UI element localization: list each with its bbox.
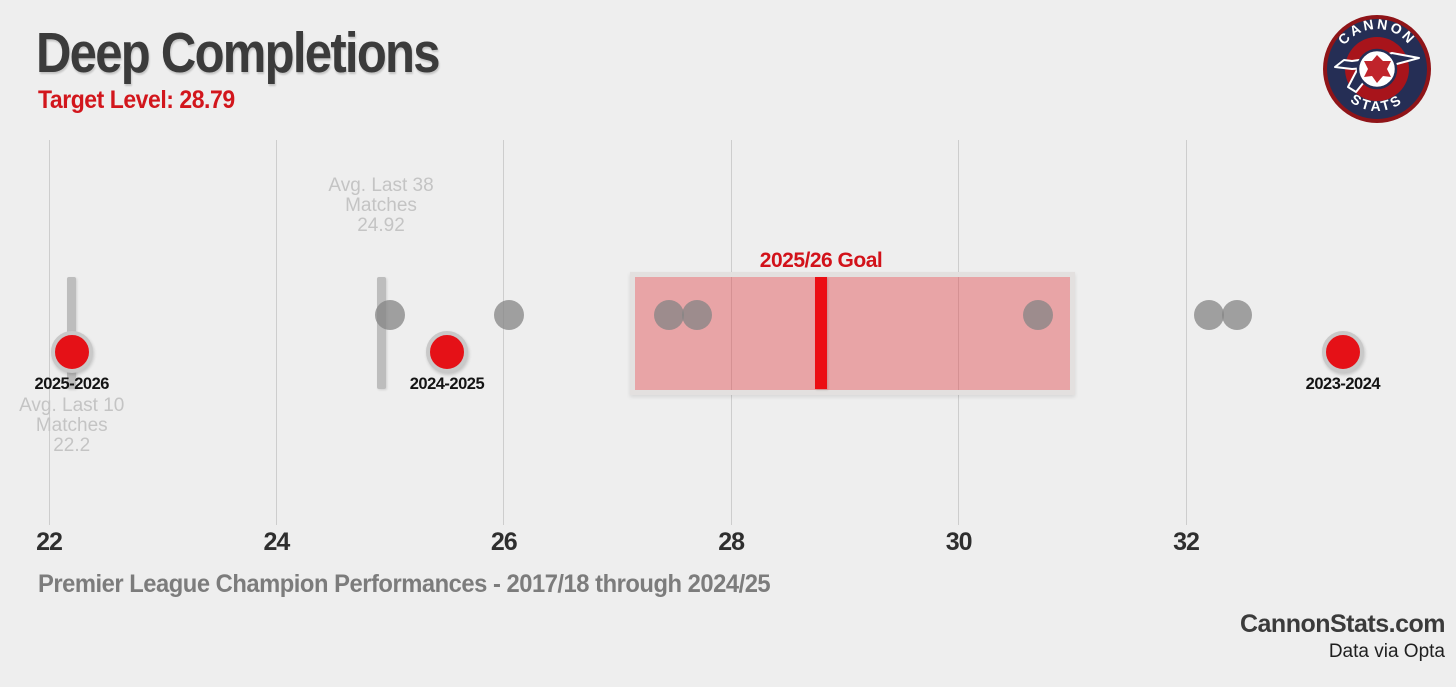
axis-tick-label: 24 (263, 528, 290, 556)
average-label: Avg. Last 38 Matches 24.92 (328, 175, 434, 236)
champion-dot (494, 300, 525, 330)
champion-dot (653, 300, 684, 330)
gridline (1185, 140, 1187, 525)
axis-tick-label: 26 (490, 528, 518, 556)
svg-text:STATS: STATS (1348, 90, 1406, 114)
axis-tick-label: 30 (945, 528, 973, 556)
data-source-credit: Data via Opta (1328, 641, 1445, 662)
champion-dot (1023, 300, 1054, 330)
average-marker-bar (376, 277, 386, 389)
chart-caption: Premier League Champion Performances - 2… (38, 570, 771, 598)
page-title: Deep Completions (36, 21, 441, 85)
site-credit: CannonStats.com (1239, 610, 1446, 638)
champion-dot (1193, 300, 1224, 330)
gridline (275, 140, 277, 525)
axis-tick-label: 22 (36, 528, 63, 556)
season-dot (1321, 331, 1364, 373)
axis-tick-label: 32 (1173, 528, 1200, 556)
goal-label: 2025/26 Goal (759, 249, 883, 272)
gridline (730, 140, 732, 525)
logo-rose (1364, 55, 1391, 83)
axis-tick-label: 28 (718, 528, 745, 556)
goal-target-line (815, 277, 828, 389)
goal-zone (629, 272, 1076, 395)
average-label: Avg. Last 10 Matches 22.2 (19, 395, 125, 456)
logo-bottom-text: STATS (1348, 90, 1403, 114)
season-label: 2024-2025 (409, 375, 485, 393)
target-level-subtitle: Target Level: 28.79 (38, 86, 235, 114)
gridline (958, 140, 960, 525)
season-label: 2025-2026 (34, 375, 110, 393)
season-dot (425, 331, 468, 373)
champion-dot (1222, 300, 1253, 330)
season-label: 2023-2024 (1305, 375, 1381, 393)
cannon-stats-logo: CANNON STATS (1323, 15, 1431, 123)
champion-dot (375, 300, 406, 330)
gridline (503, 140, 505, 525)
season-dot (50, 331, 93, 373)
champion-dot (682, 300, 713, 330)
gridline (48, 140, 50, 525)
